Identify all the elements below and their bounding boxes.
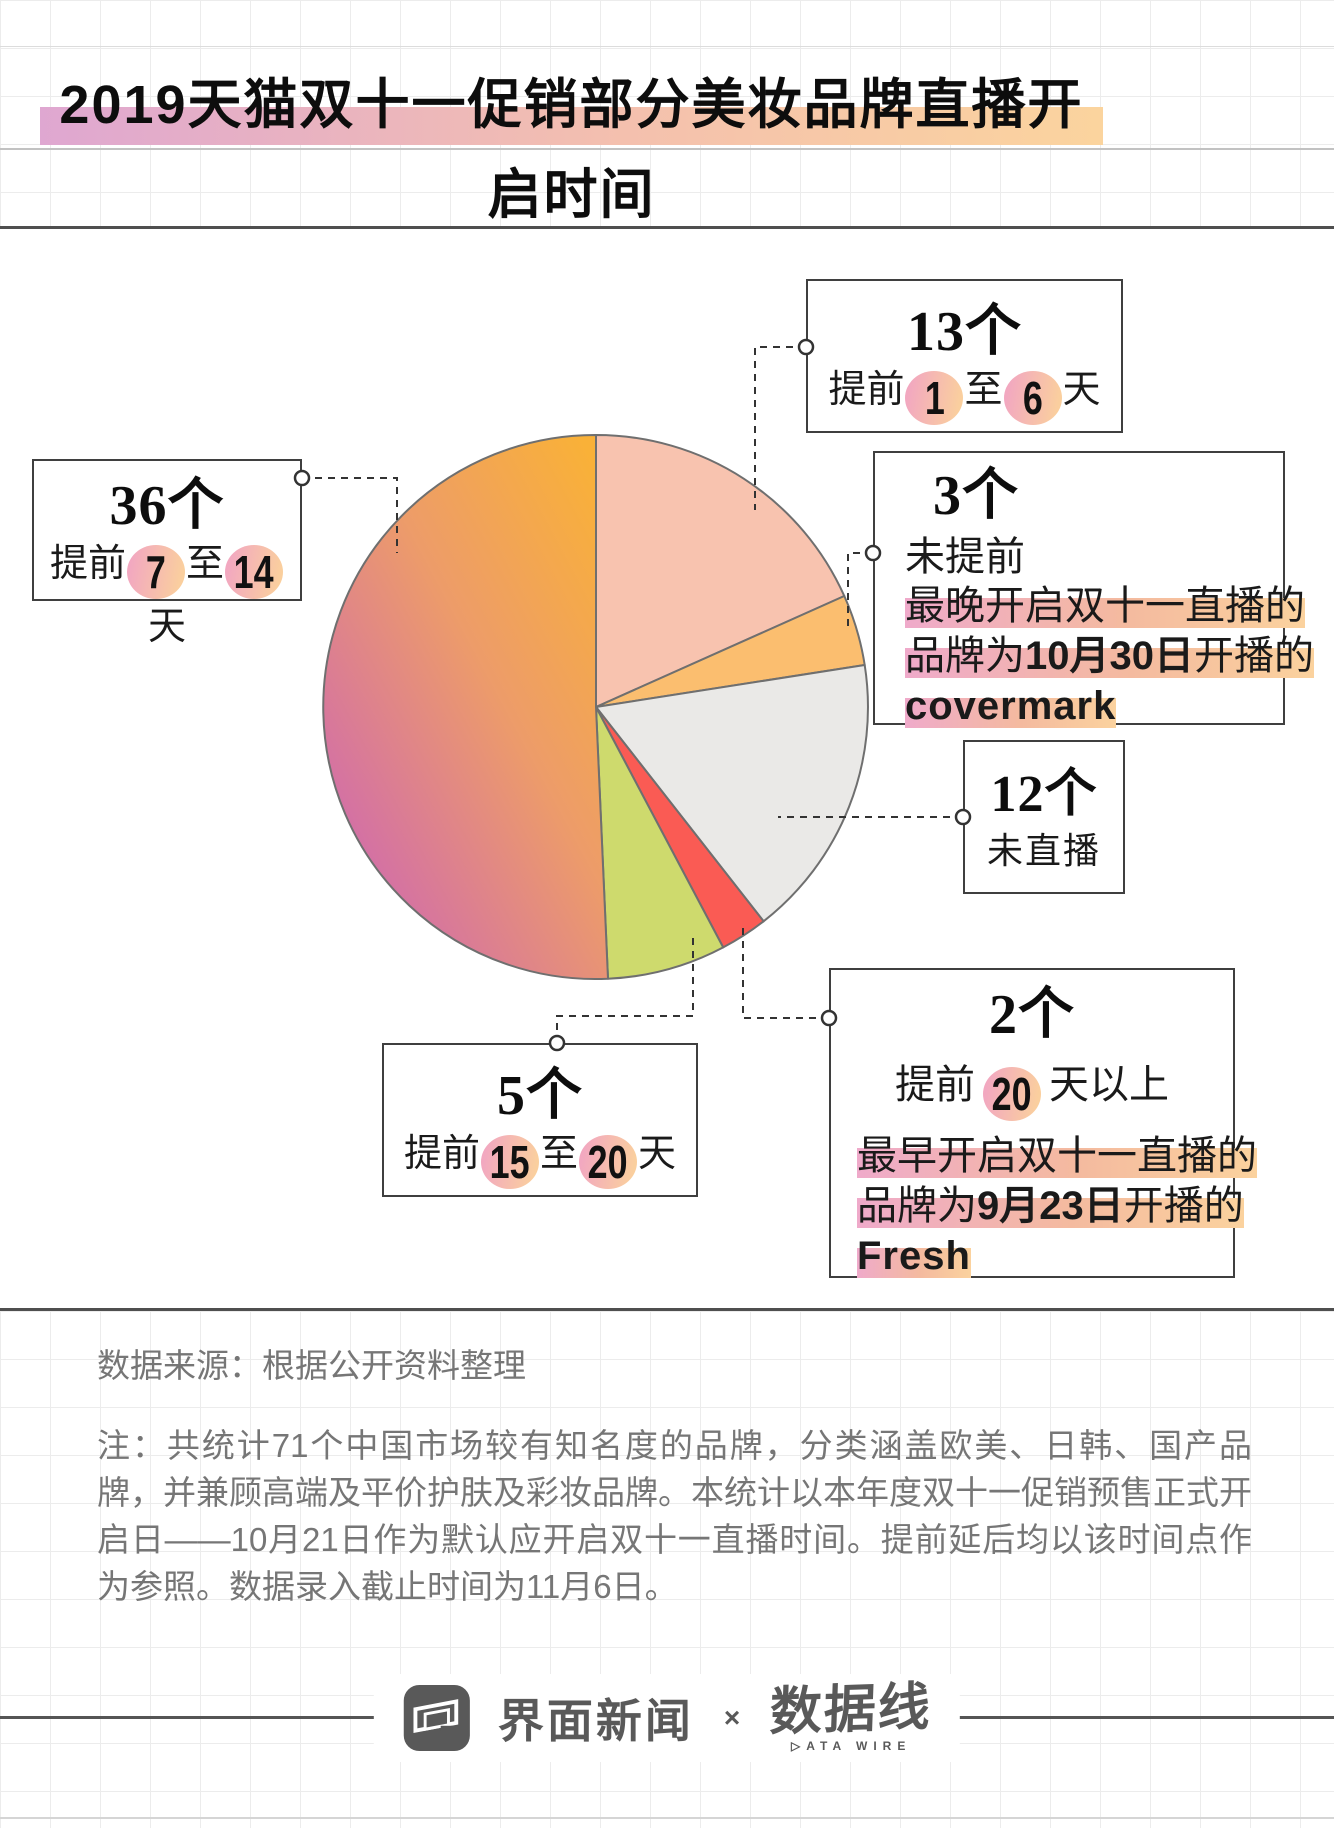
number-circle: 15 [480, 1134, 539, 1189]
count-label: 36个 [109, 475, 225, 537]
count-label: 5个 [497, 1065, 583, 1127]
pie-slices-group [322, 433, 869, 980]
range-prefix: 提前 [828, 368, 905, 411]
range-prefix: 提前 [403, 1132, 480, 1175]
range-prefix: 提前 [49, 542, 126, 585]
number-circle: 14 [225, 544, 284, 599]
footnote: 注：共统计71个中国市场较有知名度的品牌，分类涵盖欧美、日韩、国产品牌，并兼顾高… [97, 1427, 1252, 1605]
note-line: 最早开启双十一直播的 [857, 1133, 1257, 1180]
callout-box-2: 2个 提前 20 天以上 最早开启双十一直播的 品牌为9月23日开播的 Fresh [829, 968, 1257, 1280]
range-num-2: 14 [234, 545, 274, 598]
note-post: 开播的 [1193, 633, 1314, 678]
range-num-1: 15 [490, 1135, 530, 1188]
pie-slice-13 [595, 434, 846, 708]
range-label: 提前 15 至 20 天 [384, 1126, 696, 1189]
collab-x-mark: × [723, 1702, 741, 1733]
brand-name: Fresh [857, 1233, 971, 1278]
jiemian-logo-icon [403, 1684, 470, 1752]
number-circle: 6 [1003, 370, 1062, 425]
category-label: 未直播 [986, 829, 1101, 871]
count-label: 12个 [990, 766, 1098, 823]
title-underline [0, 148, 1334, 150]
range-num-2: 6 [1022, 371, 1043, 424]
note-line: covermark [905, 683, 1283, 730]
range-to: 至 [964, 368, 1003, 411]
jiemian-logo-text: 界面新闻 [497, 1695, 694, 1747]
note-text: 品牌为9月23日开播的 [857, 1183, 1244, 1228]
range-num-2: 20 [588, 1135, 628, 1188]
callout-box-36: 36个 提前 7 至 14 天 [32, 459, 302, 648]
count-label: 3个 [933, 465, 1019, 527]
range-suffix: 天以上 [1049, 1062, 1169, 1107]
note-date: 10月30日 [1025, 633, 1194, 678]
count-label: 13个 [907, 301, 1022, 363]
category-label: 未提前 [905, 534, 1025, 579]
callout-box-13: 13个 提前 1 至 6 天 [806, 279, 1123, 433]
branding-row: 界面新闻 × 数据线 ▷ATA WIRE [373, 1674, 961, 1762]
brand-name: covermark [905, 683, 1117, 728]
range-label: 提前 7 至 14 天 [34, 536, 300, 655]
callout-box-12: 12个 未直播 [963, 740, 1125, 894]
callout-box-3: 3个 未提前 最晚开启双十一直播的 品牌为10月30日开播的 covermark [873, 451, 1314, 728]
note-line: Fresh [857, 1233, 1233, 1280]
range-num-1: 1 [924, 371, 945, 424]
count-label: 2个 [989, 984, 1075, 1046]
note-line: 品牌为10月30日开播的 [905, 633, 1314, 680]
range-suffix: 天 [147, 605, 186, 648]
header-rule-line [0, 46, 1334, 47]
range-suffix: 天 [638, 1132, 677, 1175]
note-pre: 品牌为 [905, 633, 1025, 678]
note-date: 9月23日 [977, 1183, 1124, 1228]
number-circle: 7 [127, 544, 185, 599]
note-pre: 品牌为 [857, 1183, 977, 1228]
range-num: 20 [992, 1067, 1032, 1120]
bottom-edge-line [0, 1817, 1334, 1819]
pie-slice-12 [595, 664, 869, 923]
note-line: 最晚开启双十一直播的 [905, 583, 1305, 630]
note-text: 最早开启双十一直播的 [857, 1133, 1257, 1178]
range-label: 提前 20 天以上 [831, 1057, 1233, 1121]
datawire-logo-subtext: ▷ATA WIRE [791, 1739, 912, 1753]
range-suffix: 天 [1062, 368, 1101, 411]
note-text: 品牌为10月30日开播的 [905, 633, 1314, 678]
note-post: 开播的 [1123, 1183, 1244, 1228]
top-separator-line [0, 226, 1334, 229]
range-prefix: 提前 [895, 1062, 975, 1107]
range-to: 至 [539, 1132, 578, 1175]
range-num-1: 7 [146, 545, 166, 598]
page-title: 2019天猫双十一促销部分美妆品牌直播开启时间 [59, 75, 1084, 225]
range-to: 至 [186, 542, 225, 585]
note-text: 最晚开启双十一直播的 [905, 583, 1305, 628]
number-circle: 20 [579, 1134, 637, 1189]
number-circle: 1 [905, 370, 964, 425]
data-source: 数据来源：根据公开资料整理 [97, 1347, 526, 1384]
number-circle: 20 [983, 1066, 1041, 1121]
range-label: 提前 1 至 6 天 [808, 362, 1121, 425]
callout-box-5: 5个 提前 15 至 20 天 [382, 1043, 698, 1197]
note-line: 品牌为9月23日开播的 [857, 1183, 1244, 1230]
middle-separator-line [0, 1308, 1334, 1311]
title-highlight-bar [40, 107, 1103, 145]
pie-slice-36 [322, 433, 609, 980]
datawire-logo-text: 数据线 [769, 1678, 934, 1742]
datawire-logo: 数据线 ▷ATA WIRE [769, 1678, 934, 1753]
